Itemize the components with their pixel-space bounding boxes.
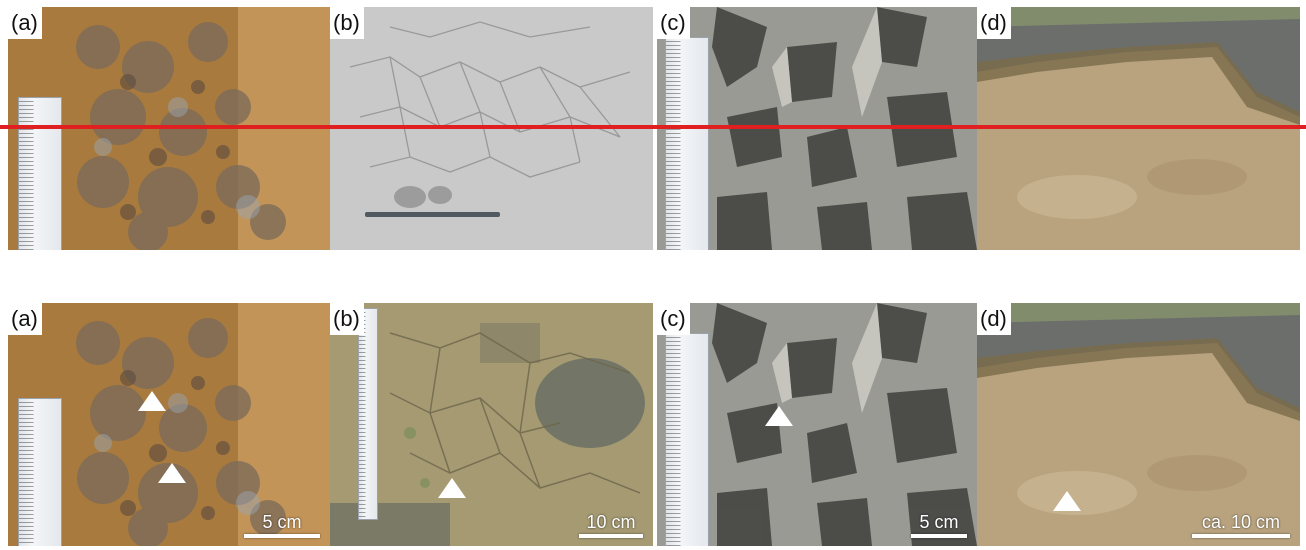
scale-bar-label: 5 cm (919, 512, 959, 532)
panel-label: (d) (977, 303, 1011, 335)
measuring-ruler (18, 97, 62, 250)
scale-bar: 5 cm (244, 512, 320, 538)
scale-bar-line (1192, 534, 1290, 538)
pen (365, 212, 500, 217)
photo-polygonal-cracks (657, 303, 977, 546)
red-separator-line (0, 125, 1306, 129)
photo-cracked-mat (330, 303, 653, 546)
photo-panel-bottom-a: (a) 5 cm (8, 303, 330, 546)
scale-bar: 5 cm (911, 512, 967, 538)
panel-label: (a) (8, 7, 42, 39)
measuring-ruler (665, 333, 709, 546)
arrowhead-marker (138, 391, 166, 411)
panel-label: (d) (977, 7, 1011, 39)
photo-panel-bottom-b: (b) 10 cm (330, 303, 653, 546)
measuring-ruler (18, 398, 62, 546)
panel-label: (a) (8, 303, 42, 335)
measuring-ruler (358, 308, 378, 520)
arrowhead-marker (158, 463, 186, 483)
panel-label: (b) (330, 303, 364, 335)
scale-bar-label: ca. 10 cm (1201, 512, 1281, 532)
panel-label: (b) (330, 7, 364, 39)
scale-bar-label: 10 cm (586, 512, 636, 532)
scale-bar-line (244, 534, 320, 538)
panel-label: (c) (657, 303, 690, 335)
photo-shallow-pool (977, 303, 1300, 546)
measuring-ruler (665, 37, 709, 250)
arrowhead-marker (765, 406, 793, 426)
photo-panel-bottom-c: (c) 5 cm (657, 303, 977, 546)
arrowhead-marker (438, 478, 466, 498)
panel-label: (c) (657, 7, 690, 39)
scale-bar-line (579, 534, 643, 538)
arrowhead-marker (1053, 491, 1081, 511)
scale-bar: 10 cm (579, 512, 643, 538)
scale-bar: ca. 10 cm (1192, 512, 1290, 538)
photo-panel-top-d: (d) (977, 7, 1300, 250)
photo-panel-bottom-d: (d) ca. 10 cm (977, 303, 1300, 546)
scale-bar-label: 5 cm (262, 512, 302, 532)
scale-bar-line (911, 534, 967, 538)
